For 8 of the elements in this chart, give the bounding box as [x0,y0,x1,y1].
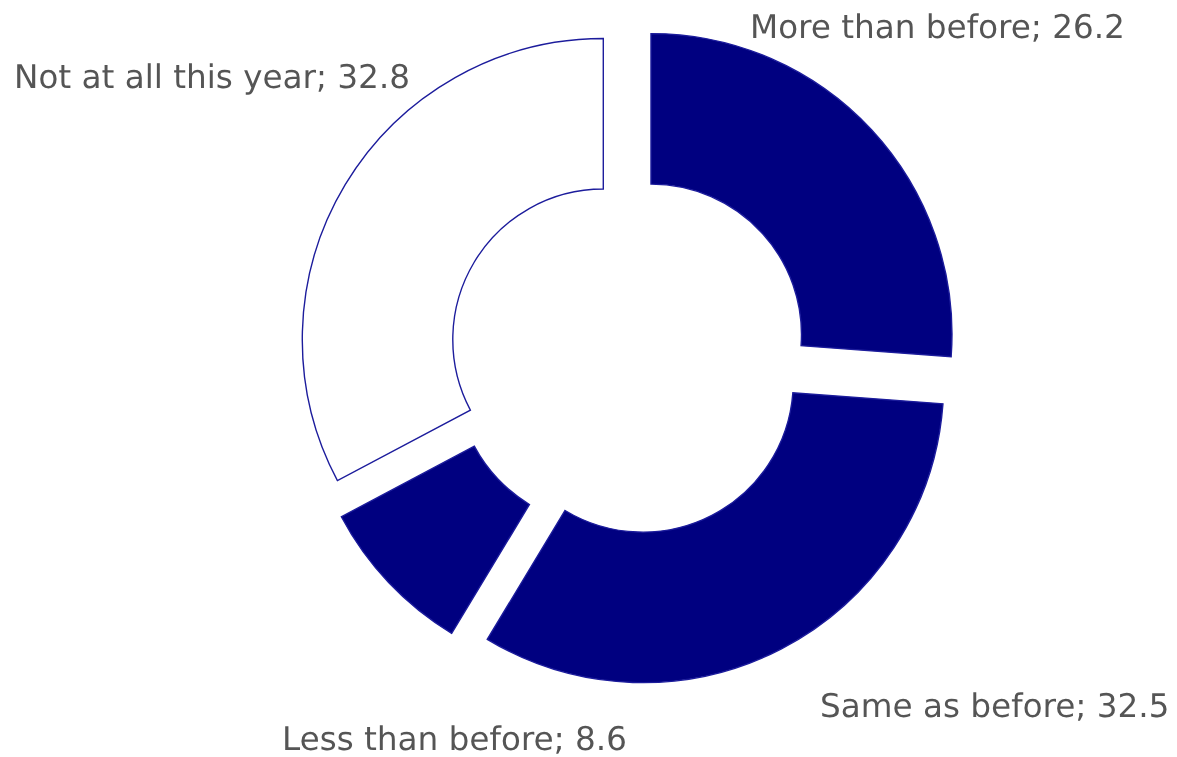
data-label: ; 8.6 [556,725,625,754]
slice-label: Not at all this year [17,63,316,95]
slice-label: Less than before [285,725,552,751]
slice-label: Same as before [822,692,1074,718]
data-label: ; 32.8 [318,63,408,92]
slice-label: More than before [753,13,1030,39]
data-label: ; 26.2 [1033,13,1122,42]
data-label: ; 32.5 [1077,692,1167,721]
